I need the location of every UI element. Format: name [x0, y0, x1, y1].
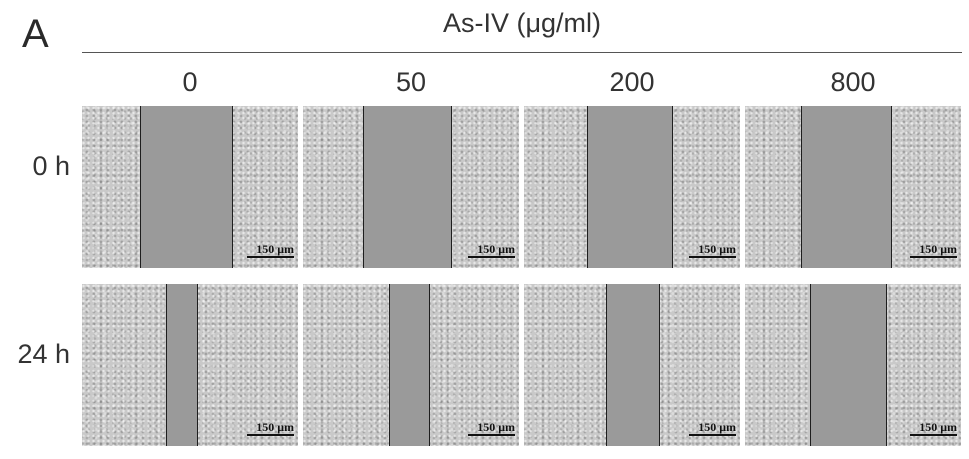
scale-bar-label: 150 μm: [477, 420, 515, 434]
scale-bar-label: 150 μm: [256, 242, 294, 256]
scale-bar: [689, 256, 736, 258]
column-label-50: 50: [395, 67, 427, 97]
column-label-0: 0: [182, 67, 198, 97]
treatment-label: As-IV (μg/ml): [442, 8, 602, 38]
wound-gap: [363, 106, 452, 268]
micrograph: 150 μm: [82, 284, 298, 446]
column-label-200: 200: [609, 67, 655, 97]
wound-gap: [801, 106, 892, 268]
wound-gap: [140, 106, 234, 268]
treatment-divider: [82, 52, 962, 53]
micrograph: 150 μm: [745, 284, 961, 446]
scale-bar-label: 150 μm: [256, 420, 294, 434]
wound-gap: [809, 284, 888, 446]
scale-bar-label: 150 μm: [698, 242, 736, 256]
row-label-24h: 24 h: [17, 339, 70, 369]
scale-bar-label: 150 μm: [477, 242, 515, 256]
column-label-800: 800: [830, 67, 876, 97]
micrograph: 150 μm: [82, 106, 298, 268]
scale-bar: [247, 434, 294, 436]
wound-gap: [166, 284, 199, 446]
scale-bar: [910, 434, 957, 436]
row-label-0h: 0 h: [32, 151, 70, 181]
micrograph: 150 μm: [303, 284, 519, 446]
scale-bar: [247, 256, 294, 258]
scale-bar-label: 150 μm: [919, 420, 957, 434]
micrograph: 150 μm: [524, 106, 740, 268]
scale-bar-label: 150 μm: [919, 242, 957, 256]
wound-gap: [586, 106, 673, 268]
wound-gap: [389, 284, 431, 446]
micrograph: 150 μm: [745, 106, 961, 268]
scale-bar: [468, 256, 515, 258]
scale-bar: [689, 434, 736, 436]
scale-bar: [468, 434, 515, 436]
micrograph: 150 μm: [524, 284, 740, 446]
scale-bar: [910, 256, 957, 258]
panel-letter: A: [22, 12, 49, 56]
micrograph: 150 μm: [303, 106, 519, 268]
wound-gap: [606, 284, 660, 446]
scale-bar-label: 150 μm: [698, 420, 736, 434]
